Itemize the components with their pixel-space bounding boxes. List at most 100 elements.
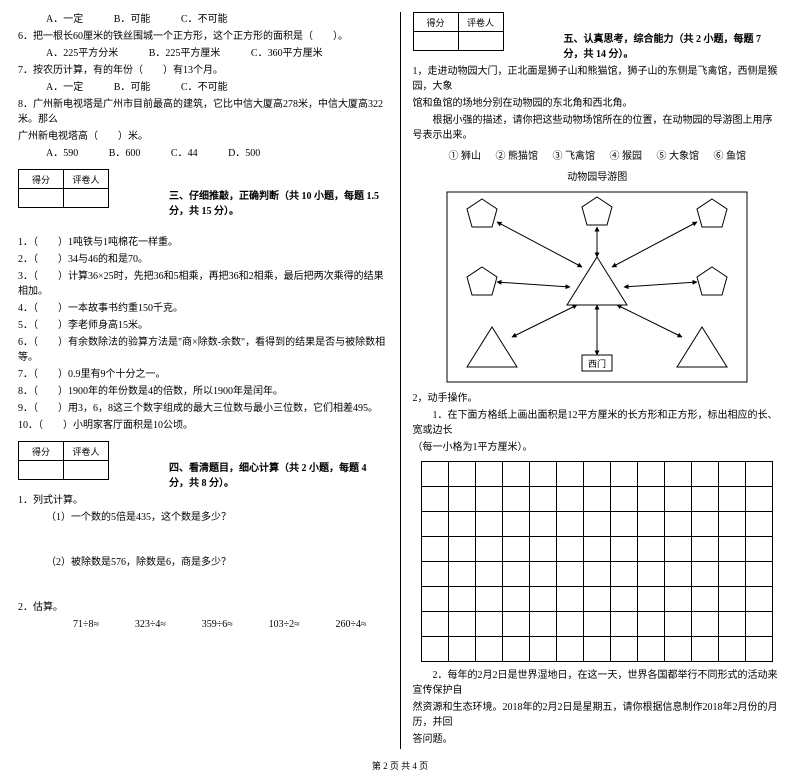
estimation-row: 71÷8≈ 323÷4≈ 359÷6≈ 103÷2≈ 260÷4≈ xyxy=(58,619,388,630)
grid-cell xyxy=(449,462,476,487)
grid-cell xyxy=(503,487,530,512)
score-cell xyxy=(413,32,458,51)
q6-opt-a: A．225平方分米 xyxy=(46,46,118,61)
r-q1-legend: ① 狮山 ② 熊猫馆 ③ 飞禽馆 ④ 猴园 ⑤ 大象馆 ⑥ 鱼馆 xyxy=(413,149,783,164)
grader-label: 评卷人 xyxy=(458,13,503,32)
grid-cell xyxy=(449,587,476,612)
judge-6: 6．（ ）有余数除法的验算方法是"商×除数-余数"，看得到的结果是否与被除数相等… xyxy=(18,335,388,365)
grid-cell xyxy=(476,487,503,512)
q6-opt-b: B．225平方厘米 xyxy=(149,46,221,61)
grid-cell xyxy=(665,462,692,487)
legend-2: ② 熊猫馆 xyxy=(496,151,539,162)
section3-header: 得分 评卷人 三、仔细推敲，正确判断（共 10 小题，每题 1.5 分，共 15… xyxy=(18,169,388,217)
grid-cell xyxy=(503,512,530,537)
grid-cell xyxy=(557,487,584,512)
r-q2-p3a: 2．每年的2月2日是世界湿地日，在这一天，世界各国都举行不同形式的活动来宣传保护… xyxy=(413,668,783,698)
r-q1-p2: 馆和鱼馆的场地分别在动物园的东北角和西北角。 xyxy=(413,96,783,111)
grid-cell xyxy=(692,612,719,637)
grader-label: 评卷人 xyxy=(64,442,109,461)
grid-cell xyxy=(584,487,611,512)
page-columns: A．一定 B．可能 C．不可能 6．把一根长60厘米的铁丝围城一个正方形，这个正… xyxy=(18,12,782,749)
est-1: 71÷8≈ xyxy=(73,619,99,630)
grid-cell xyxy=(611,562,638,587)
grid-cell xyxy=(584,462,611,487)
section4-header: 得分 评卷人 四、看清题目，细心计算（共 2 小题，每题 4 分，共 8 分）。 xyxy=(18,441,388,489)
legend-1: ① 狮山 xyxy=(449,151,482,162)
judge-9: 9．（ ）用3，6，8这三个数字组成的最大三位数与最小三位数，它们相差495。 xyxy=(18,401,388,416)
calc1-head: 1．列式计算。 xyxy=(18,493,388,508)
r-q2-p1: 1．在下面方格纸上画出面积是12平方厘米的长方形和正方形，标出相应的长、宽或边长 xyxy=(413,408,783,438)
grid-cell xyxy=(557,512,584,537)
grid-cell xyxy=(530,462,557,487)
grid-cell xyxy=(557,587,584,612)
grid-cell xyxy=(638,587,665,612)
score-table-3: 得分 评卷人 xyxy=(18,169,109,208)
section5-header: 得分 评卷人 五、认真思考，综合能力（共 2 小题，每题 7 分，共 14 分）… xyxy=(413,12,783,60)
grid-cell xyxy=(665,512,692,537)
grid-cell xyxy=(422,487,449,512)
q5-opt-c: C．不可能 xyxy=(181,12,228,27)
grid-cell xyxy=(611,587,638,612)
q5-opt-a: A．一定 xyxy=(46,12,83,27)
grid-cell xyxy=(422,612,449,637)
grid-cell xyxy=(476,462,503,487)
grid-cell xyxy=(719,562,746,587)
section4-title: 四、看清题目，细心计算（共 2 小题，每题 4 分，共 8 分）。 xyxy=(169,441,388,489)
judge-1: 1．（ ）1吨铁与1吨棉花一样重。 xyxy=(18,235,388,250)
grid-cell xyxy=(746,537,773,562)
grader-cell xyxy=(458,32,503,51)
grid-cell xyxy=(422,587,449,612)
grid-table xyxy=(421,461,773,662)
calc1-b: （2）被除数是576，除数是6，商是多少？ xyxy=(18,555,388,570)
grid-cell xyxy=(638,612,665,637)
grid-cell xyxy=(746,512,773,537)
judge-2: 2．（ ）34与46的和是70。 xyxy=(18,252,388,267)
spacer xyxy=(18,586,388,600)
judge-list: 1．（ ）1吨铁与1吨棉花一样重。 2．（ ）34与46的和是70。 3．（ ）… xyxy=(18,235,388,433)
r-q2-p3b: 然资源和生态环境。2018年的2月2日是星期五，请你根据信息制作2018年2月份… xyxy=(413,700,783,730)
r-q2-p2: （每一小格为1平方厘米）。 xyxy=(413,440,783,455)
q8-text1: 8．广州新电视塔是广州市目前最高的建筑，它比中信大厦高278米，中信大厦高322… xyxy=(18,97,388,127)
grid-cell xyxy=(584,512,611,537)
grid-cell xyxy=(476,512,503,537)
grid-cell xyxy=(557,612,584,637)
column-divider xyxy=(400,12,401,749)
gate-label: 西门 xyxy=(588,358,606,369)
grid-cell xyxy=(611,637,638,662)
grid-cell xyxy=(665,537,692,562)
grid-cell xyxy=(665,612,692,637)
r-q1-p1: 1，走进动物园大门，正北面是狮子山和熊猫馆，狮子山的东侧是飞禽馆，西侧是猴园，大… xyxy=(413,64,783,94)
grid-cell xyxy=(692,487,719,512)
q8-opt-a: A．590 xyxy=(46,146,78,161)
grid-cell xyxy=(638,487,665,512)
grid-cell xyxy=(665,562,692,587)
calc1-a: （1）一个数的5倍是435，这个数是多少？ xyxy=(18,510,388,525)
q7-text: 7．按农历计算，有的年份（ ）有13个月。 xyxy=(18,63,388,78)
spacer xyxy=(18,572,388,586)
grid-cell xyxy=(719,637,746,662)
grid-cell xyxy=(611,487,638,512)
q7-options: A．一定 B．可能 C．不可能 xyxy=(18,80,388,95)
spacer xyxy=(18,221,388,235)
grid-cell xyxy=(719,587,746,612)
page-footer: 第 2 页 共 4 页 xyxy=(18,759,782,772)
judge-3: 3．（ ）计算36×25时，先把36和5相乘，再把36和2相乘，最后把两次乘得的… xyxy=(18,269,388,299)
spacer xyxy=(18,541,388,555)
section3-title: 三、仔细推敲，正确判断（共 10 小题，每题 1.5 分，共 15 分）。 xyxy=(169,169,388,217)
grid-cell xyxy=(449,537,476,562)
grid-cell xyxy=(746,562,773,587)
legend-5: ⑤ 大象馆 xyxy=(657,151,700,162)
section5-title: 五、认真思考，综合能力（共 2 小题，每题 7 分，共 14 分）。 xyxy=(564,12,783,60)
grid-cell xyxy=(638,512,665,537)
grid-cell xyxy=(449,612,476,637)
grid-cell xyxy=(476,587,503,612)
grid-cell xyxy=(422,562,449,587)
grid-cell xyxy=(746,462,773,487)
grid-cell xyxy=(692,462,719,487)
grid-cell xyxy=(557,637,584,662)
q6-opt-c: C．360平方厘米 xyxy=(251,46,323,61)
score-label: 得分 xyxy=(413,13,458,32)
grid-cell xyxy=(584,537,611,562)
grid-cell xyxy=(638,562,665,587)
grid-cell xyxy=(692,587,719,612)
